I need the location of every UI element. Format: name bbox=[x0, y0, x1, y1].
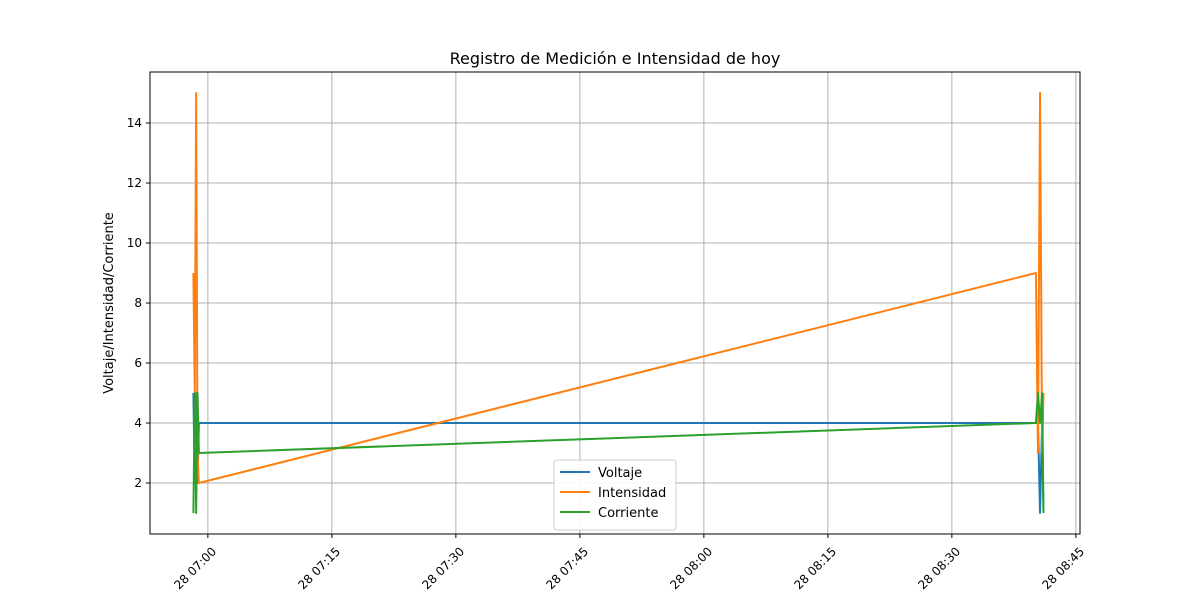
legend: Voltaje Intensidad Corriente bbox=[553, 459, 677, 531]
series-line-intensidad bbox=[192, 92, 1045, 484]
y-tick-label: 2 bbox=[134, 476, 142, 490]
y-tick-label: 8 bbox=[134, 296, 142, 310]
y-axis-label: Voltaje/Intensidad/Corriente bbox=[102, 212, 117, 394]
y-tick-label: 10 bbox=[127, 236, 142, 250]
y-axis: 2 4 6 8 10 12 14 bbox=[127, 116, 150, 490]
y-tick-label: 4 bbox=[134, 416, 142, 430]
y-tick-label: 12 bbox=[127, 176, 142, 190]
series-line-corriente bbox=[192, 392, 1045, 514]
y-tick-label: 6 bbox=[134, 356, 142, 370]
series-layer bbox=[192, 92, 1045, 514]
chart-title: Registro de Medición e Intensidad de hoy bbox=[450, 49, 781, 68]
legend-label-voltaje: Voltaje bbox=[598, 466, 642, 481]
y-tick-label: 14 bbox=[127, 116, 142, 130]
legend-label-intensidad: Intensidad bbox=[598, 486, 666, 501]
legend-label-corriente: Corriente bbox=[598, 506, 658, 521]
